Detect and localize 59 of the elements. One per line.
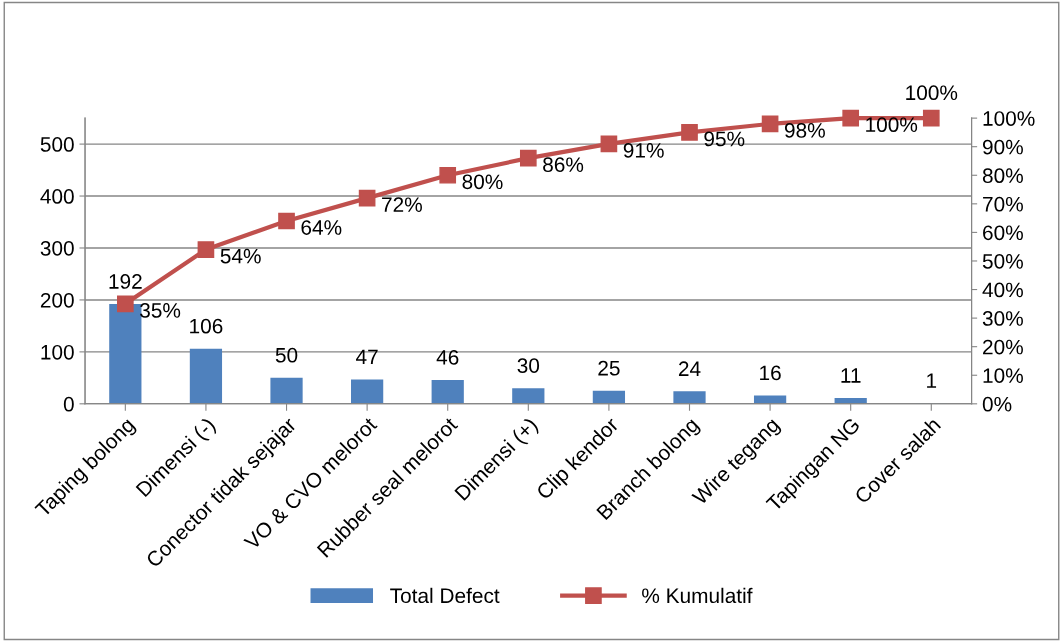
point (600, 135, 618, 153)
data-label: 16 (760, 365, 781, 381)
data-label: 91% (623, 143, 664, 158)
point (278, 212, 295, 230)
bar (673, 391, 706, 404)
y2-tick-label: 0% (982, 396, 1012, 412)
y2-tick-label: 20% (983, 339, 1023, 355)
legend-label: % Kumulatif (642, 587, 753, 604)
data-label: 47 (356, 349, 378, 364)
bar (109, 304, 142, 404)
y2-tick-label: 30% (982, 311, 1023, 326)
y-tick-label: 400 (40, 189, 74, 204)
point (761, 115, 779, 133)
y-tick-label: 500 (40, 137, 74, 152)
data-label: 24 (678, 361, 701, 376)
bar (512, 388, 545, 404)
point (197, 241, 215, 258)
bar (351, 379, 384, 404)
point (681, 124, 698, 141)
data-label: 54% (220, 248, 261, 264)
data-label: 11 (841, 368, 861, 383)
y-tick-label: 200 (40, 292, 74, 308)
data-label: 72% (382, 197, 422, 212)
data-label: 100% (906, 85, 958, 101)
data-label: 50 (275, 347, 298, 363)
y2-tick-label: 90% (982, 139, 1023, 155)
y-tick-label: 300 (40, 240, 74, 256)
y2-tick-label: 70% (983, 196, 1023, 212)
bar (592, 390, 626, 404)
data-label: 30 (517, 358, 540, 374)
bar (431, 379, 464, 404)
point (117, 295, 134, 313)
bar (189, 348, 223, 404)
data-label: 1 (927, 373, 937, 388)
legend-label: Total Defect (390, 587, 500, 604)
y2-tick-label: 10% (983, 368, 1023, 383)
data-label: 25 (598, 360, 620, 376)
y2-tick-label: 50% (982, 253, 1023, 269)
point (519, 149, 537, 167)
data-label: 100% (866, 117, 918, 133)
point (358, 189, 376, 207)
data-label: 98% (784, 123, 825, 138)
y-tick-label: 0 (63, 396, 74, 412)
point (842, 109, 860, 127)
y-tick-label: 100 (41, 344, 74, 360)
y2-tick-label: 40% (982, 282, 1023, 298)
data-label: 192 (109, 274, 142, 289)
y2-tick-label: 80% (982, 168, 1023, 184)
data-label: 46 (436, 349, 459, 365)
point (922, 109, 940, 127)
y2-tick-label: 60% (983, 225, 1023, 241)
bar (270, 377, 303, 404)
data-label: 86% (543, 157, 584, 173)
data-label: 80% (462, 174, 503, 190)
data-label: 64% (301, 220, 342, 235)
data-label: 106 (190, 318, 223, 334)
y2-tick-label: 100% (983, 111, 1035, 126)
point (439, 166, 457, 184)
data-label: 95% (704, 131, 745, 147)
